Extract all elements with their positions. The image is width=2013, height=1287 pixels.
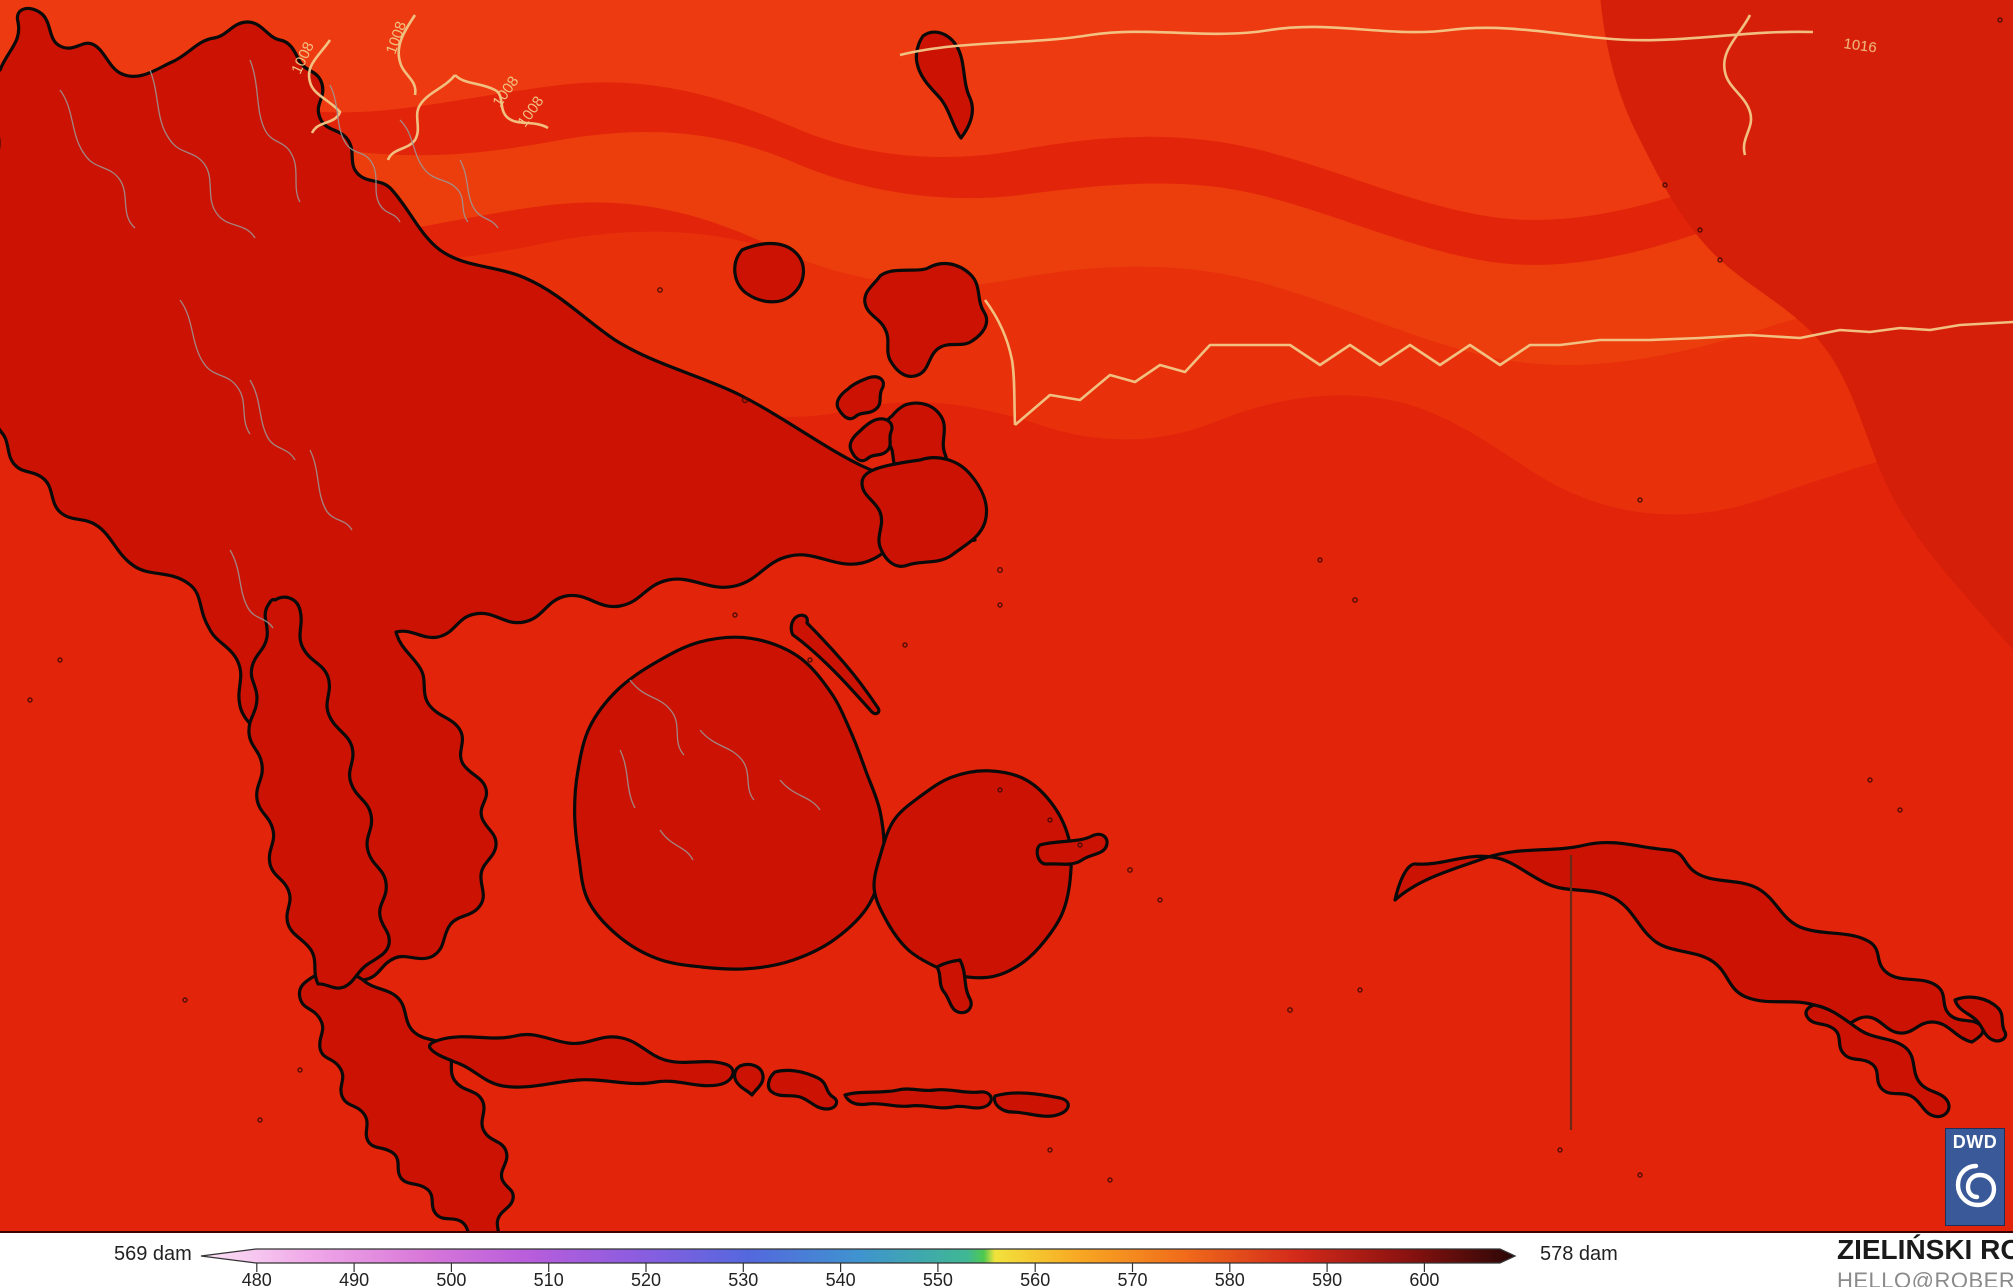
svg-text:590: 590 xyxy=(1312,1270,1342,1287)
svg-text:560: 560 xyxy=(1020,1270,1050,1287)
svg-text:530: 530 xyxy=(728,1270,758,1287)
svg-text:580: 580 xyxy=(1215,1270,1245,1287)
svg-text:600: 600 xyxy=(1409,1270,1439,1287)
svg-text:540: 540 xyxy=(826,1270,856,1287)
svg-text:490: 490 xyxy=(339,1270,369,1287)
svg-text:569 dam: 569 dam xyxy=(114,1243,192,1265)
svg-text:500: 500 xyxy=(436,1270,466,1287)
svg-text:480: 480 xyxy=(242,1270,272,1287)
svg-text:510: 510 xyxy=(534,1270,564,1287)
svg-text:550: 550 xyxy=(923,1270,953,1287)
svg-text:578 dam: 578 dam xyxy=(1540,1243,1618,1265)
svg-text:520: 520 xyxy=(631,1270,661,1287)
svg-text:570: 570 xyxy=(1117,1270,1147,1287)
